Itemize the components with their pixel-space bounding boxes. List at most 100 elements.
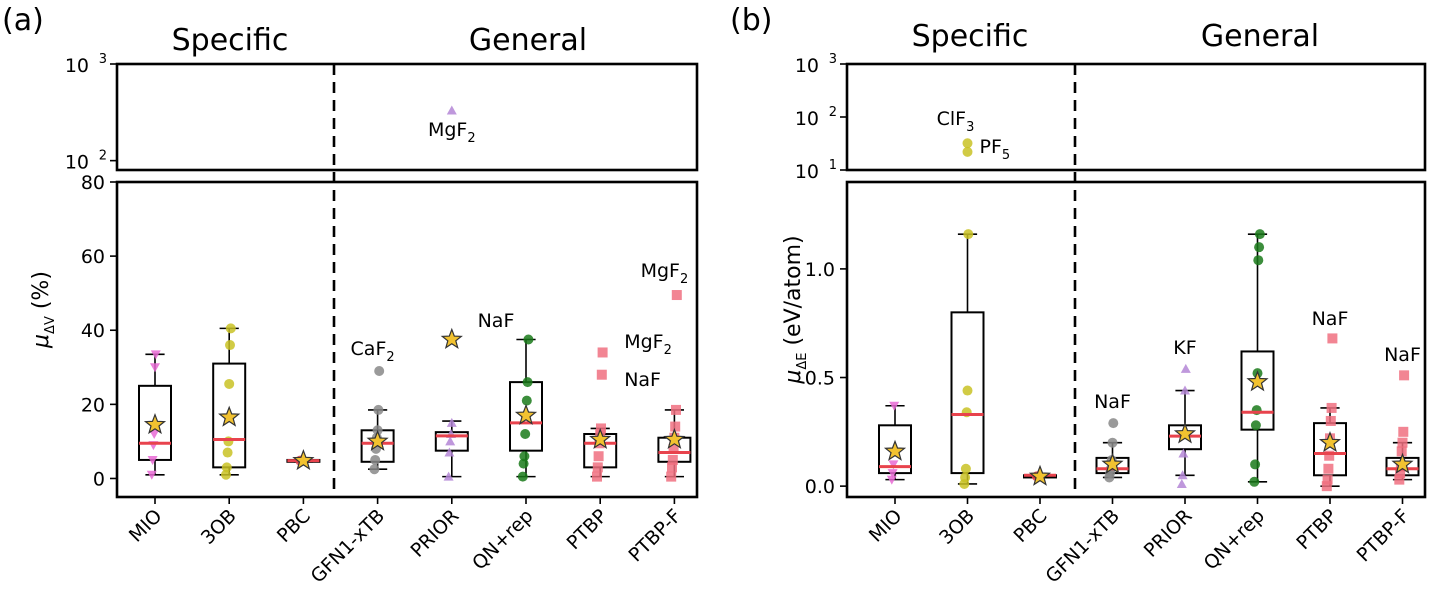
panel-a-data-point	[444, 447, 455, 457]
panel-b-upper-tick-exponent: 3	[829, 52, 837, 67]
panel-a-mean-star	[514, 403, 538, 425]
panel-b-data-point	[1253, 255, 1264, 266]
panel-a-data-point	[150, 350, 161, 360]
panel-b-box	[1240, 350, 1275, 431]
panel-a-data-point	[597, 347, 608, 358]
panel-b-mean-star	[1318, 431, 1342, 453]
panel-b-data-point	[960, 472, 971, 483]
panel-a-category-label: MIO	[125, 505, 167, 547]
panel-a-data-point	[374, 366, 385, 376]
panel-b-mean-star	[1028, 464, 1052, 486]
panel-a-data-point	[146, 470, 157, 480]
panel-a-annotation: MgF2	[641, 260, 689, 287]
panel-b-category-label: MIO	[865, 505, 907, 547]
panel-b-data-point	[1180, 363, 1191, 373]
panel-b-category-label: QN+rep	[1200, 505, 1269, 574]
panel-b-upper-tick-label: 10	[795, 161, 819, 183]
panel-b-category-label: GFN1-xTB	[1042, 505, 1125, 588]
panel-b-data-point	[1324, 450, 1335, 461]
panel-a-annotation: NaF	[478, 310, 515, 332]
panel-a-label: (a)	[2, 3, 44, 38]
panel-a-data-point	[223, 436, 234, 447]
panel-a-data-point	[225, 340, 235, 351]
panel-a-data-point	[221, 462, 232, 473]
panel-a-data-point	[592, 471, 602, 482]
panel-b-specific-label: Specific	[912, 19, 1029, 54]
panel-b-mean-star	[1391, 452, 1414, 474]
panel-b-outlier-label: ClF3	[937, 108, 975, 135]
panel-a-data-point	[224, 378, 235, 389]
panel-b-data-point	[1176, 478, 1187, 488]
panel-b-data-point	[1250, 459, 1261, 470]
panel-a-data-point	[445, 436, 456, 446]
panel-a-lower-frame	[115, 180, 699, 499]
panel-b-data-point	[1107, 437, 1118, 448]
panel-b-upper-tick-exponent: 1	[829, 158, 837, 173]
panel-b-data-point	[1178, 448, 1189, 458]
panel-a-data-point	[446, 417, 457, 427]
panel-a-data-point	[150, 363, 160, 373]
panel-a-category-label: PTBP	[563, 505, 612, 554]
panel-a-data-point	[596, 423, 606, 434]
panel-a-mean-star	[218, 405, 241, 427]
panel-b-annotation: KF	[1173, 337, 1196, 359]
panel-b-mean-star	[883, 439, 907, 461]
panel-a-data-point	[443, 471, 454, 481]
panel-a-data-point	[666, 471, 677, 482]
panel-b-data-point	[1397, 437, 1408, 448]
panel-b-ylabel: μΔE (eV/atom)	[781, 235, 810, 384]
panel-b-mean-star	[1246, 370, 1269, 392]
panel-b-general-label: General	[1201, 19, 1319, 54]
panel-a-category-label: PTBP-F	[624, 505, 685, 566]
panel-a-data-point	[592, 462, 603, 473]
panel-b-data-point	[962, 385, 973, 396]
panel-a-mean-star	[440, 327, 463, 349]
panel-a-category-label: 3OB	[197, 505, 241, 549]
panel-a-upper-outlier	[446, 105, 457, 115]
panel-b-data-point	[1254, 242, 1265, 253]
panel-b-data-point	[1327, 333, 1338, 344]
panel-a-specific-label: Specific	[172, 23, 289, 58]
panel-b-data-point	[1394, 474, 1405, 485]
panel-a-lower-tick-label: 40	[81, 320, 105, 342]
panel-b-upper-tick-label: 10	[795, 108, 819, 130]
panel-b-data-point	[886, 475, 897, 485]
panel-b-upper-frame	[845, 62, 1427, 172]
panel-a-category-label: GFN1-xTB	[307, 505, 390, 588]
panel-a-data-point	[370, 454, 381, 465]
panel-a-data-point	[670, 421, 681, 432]
panel-a-data-point	[221, 469, 231, 480]
panel-a-data-point	[519, 451, 530, 462]
panel-a-general-label: General	[469, 23, 587, 58]
panel-b-data-point	[1321, 481, 1332, 492]
panel-a-outlier-label: MgF2	[428, 119, 476, 146]
panel-b-upper-outlier	[962, 146, 973, 157]
panel-b-data-point	[888, 460, 899, 470]
panel-a-mean-star	[143, 413, 167, 435]
panel-b-category-label: PTBP-F	[1353, 505, 1414, 566]
panel-a-data-point	[667, 462, 677, 473]
panel-a-annotation: MgF2	[624, 331, 672, 358]
panel-a-annotation: NaF	[624, 369, 661, 391]
panel-b-data-point	[1396, 446, 1407, 457]
panel-a-data-point	[522, 377, 533, 388]
panel-a-data-point	[671, 290, 682, 301]
panel-a-data-point	[667, 454, 678, 465]
panel-a-data-point	[518, 458, 529, 469]
panel-b-category-label: 3OB	[935, 505, 979, 549]
panel-a-mean-star	[292, 449, 315, 471]
panel-a-data-point	[521, 395, 532, 406]
panel-a-data-point	[225, 323, 236, 334]
panel-b-data-point	[1323, 463, 1334, 474]
panel-b-annotation: NaF	[1094, 391, 1131, 413]
panel-a-upper-tick-exponent: 3	[99, 52, 107, 67]
panel-a-data-point	[520, 429, 531, 439]
panel-b-data-point	[1108, 418, 1119, 429]
panel-a-data-point	[517, 471, 528, 482]
panel-a-ylabel: μΔV (%)	[29, 271, 58, 349]
panel-b-lower-tick-label: 1.0	[805, 259, 835, 281]
panel-a-upper-tick-label: 10	[65, 55, 89, 77]
panel-a-lower-tick-label: 20	[81, 394, 105, 416]
panel-a-category-label: PRIOR	[406, 505, 463, 562]
